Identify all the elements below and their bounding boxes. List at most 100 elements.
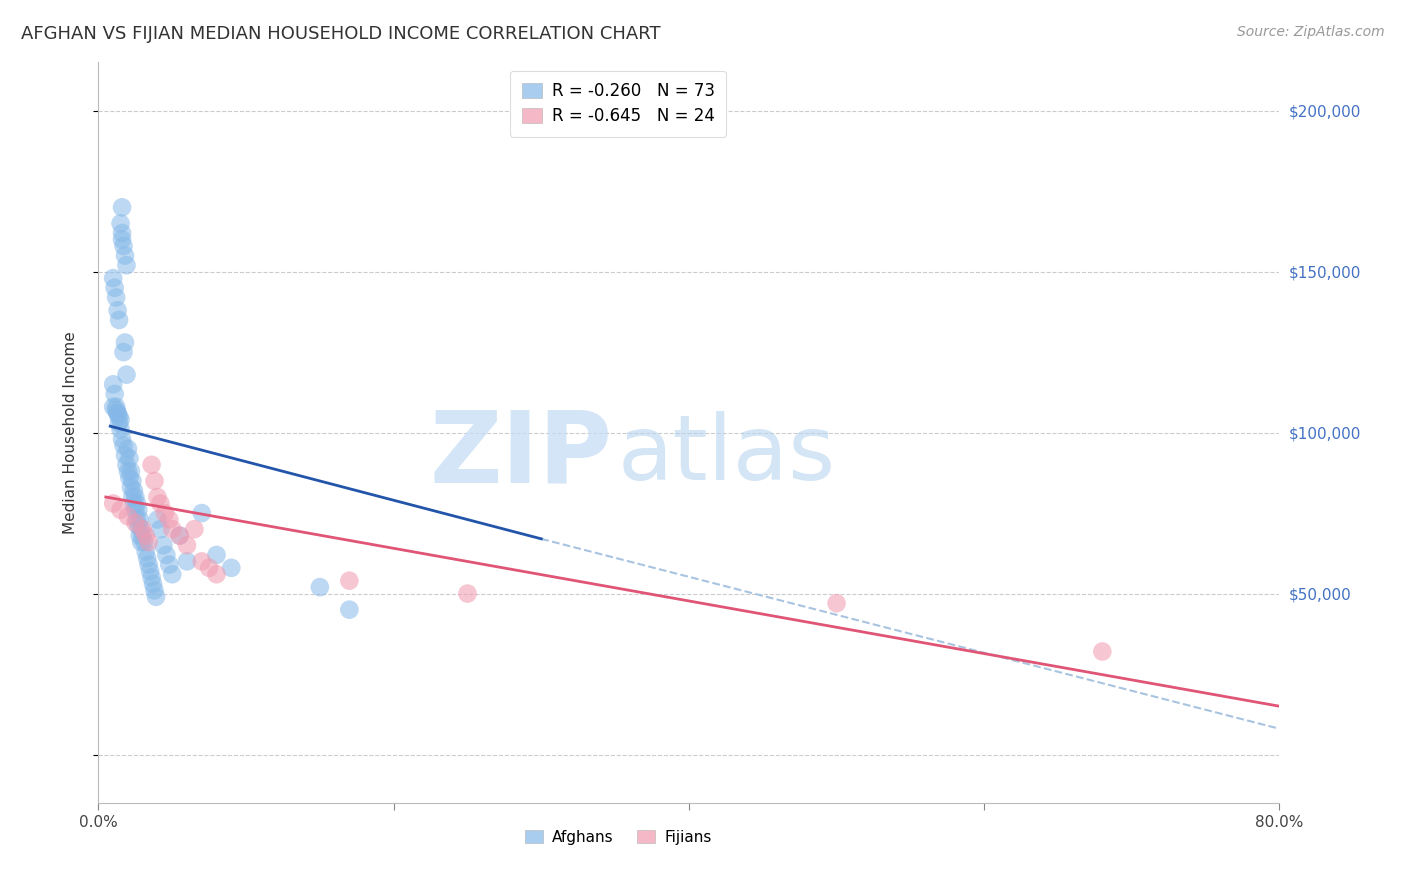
Text: Source: ZipAtlas.com: Source: ZipAtlas.com — [1237, 25, 1385, 39]
Point — [142, 577, 165, 591]
Point — [183, 522, 205, 536]
Point — [127, 519, 149, 533]
Point — [149, 496, 172, 510]
Point — [121, 474, 143, 488]
Point — [129, 522, 152, 536]
Point — [112, 239, 135, 253]
Point — [105, 290, 128, 304]
Point — [191, 506, 214, 520]
Point — [135, 528, 157, 542]
Point — [111, 226, 134, 240]
Point — [121, 490, 143, 504]
Point — [135, 545, 157, 559]
Point — [146, 490, 169, 504]
Point — [107, 303, 129, 318]
Point — [103, 271, 125, 285]
Text: ZIP: ZIP — [429, 407, 612, 503]
Point — [339, 602, 361, 616]
Point — [132, 528, 155, 542]
Point — [120, 480, 142, 494]
Point — [145, 590, 167, 604]
Point — [103, 496, 125, 510]
Point — [128, 512, 150, 526]
Point — [108, 409, 131, 424]
Point — [134, 535, 156, 549]
Point — [127, 503, 149, 517]
Point — [115, 368, 138, 382]
Legend: Afghans, Fijians: Afghans, Fijians — [519, 823, 717, 851]
Point — [138, 558, 160, 572]
Point — [309, 580, 332, 594]
Y-axis label: Median Household Income: Median Household Income — [63, 331, 77, 534]
Point — [141, 458, 163, 472]
Point — [825, 596, 848, 610]
Point — [108, 416, 131, 430]
Point — [117, 509, 139, 524]
Text: AFGHAN VS FIJIAN MEDIAN HOUSEHOLD INCOME CORRELATION CHART: AFGHAN VS FIJIAN MEDIAN HOUSEHOLD INCOME… — [21, 25, 661, 43]
Point — [132, 522, 155, 536]
Point — [205, 567, 228, 582]
Point — [124, 490, 146, 504]
Point — [141, 570, 163, 584]
Point — [124, 516, 146, 530]
Point — [104, 281, 127, 295]
Point — [118, 471, 141, 485]
Point — [120, 464, 142, 478]
Point — [118, 451, 141, 466]
Point — [110, 413, 132, 427]
Point — [103, 400, 125, 414]
Point — [125, 512, 148, 526]
Point — [111, 200, 134, 214]
Point — [155, 548, 177, 562]
Point — [143, 474, 166, 488]
Point — [122, 483, 145, 498]
Point — [105, 403, 128, 417]
Point — [122, 496, 145, 510]
Point — [110, 216, 132, 230]
Point — [114, 335, 136, 350]
Point — [169, 528, 191, 542]
Point — [115, 258, 138, 272]
Point — [112, 438, 135, 452]
Point — [162, 567, 183, 582]
Point — [103, 377, 125, 392]
Point — [457, 586, 479, 600]
Point — [162, 522, 183, 536]
Point — [1091, 644, 1114, 658]
Point — [152, 538, 174, 552]
Point — [107, 406, 129, 420]
Point — [157, 558, 180, 572]
Point — [107, 406, 129, 420]
Point — [108, 313, 131, 327]
Point — [105, 400, 128, 414]
Point — [157, 512, 180, 526]
Point — [104, 387, 127, 401]
Point — [169, 528, 191, 542]
Point — [111, 232, 134, 246]
Point — [114, 448, 136, 462]
Point — [191, 554, 214, 568]
Point — [124, 503, 146, 517]
Point — [139, 564, 162, 578]
Point — [339, 574, 361, 588]
Point — [125, 496, 148, 510]
Point — [114, 249, 136, 263]
Point — [138, 535, 160, 549]
Text: atlas: atlas — [619, 411, 837, 499]
Point — [198, 561, 221, 575]
Point — [221, 561, 243, 575]
Point — [176, 554, 198, 568]
Point — [128, 528, 150, 542]
Point — [129, 535, 152, 549]
Point — [146, 512, 169, 526]
Point — [117, 442, 139, 456]
Point — [153, 506, 176, 520]
Point — [143, 583, 166, 598]
Point — [110, 503, 132, 517]
Point — [176, 538, 198, 552]
Point — [110, 422, 132, 436]
Point — [117, 464, 139, 478]
Point — [149, 522, 172, 536]
Point — [205, 548, 228, 562]
Point — [111, 432, 134, 446]
